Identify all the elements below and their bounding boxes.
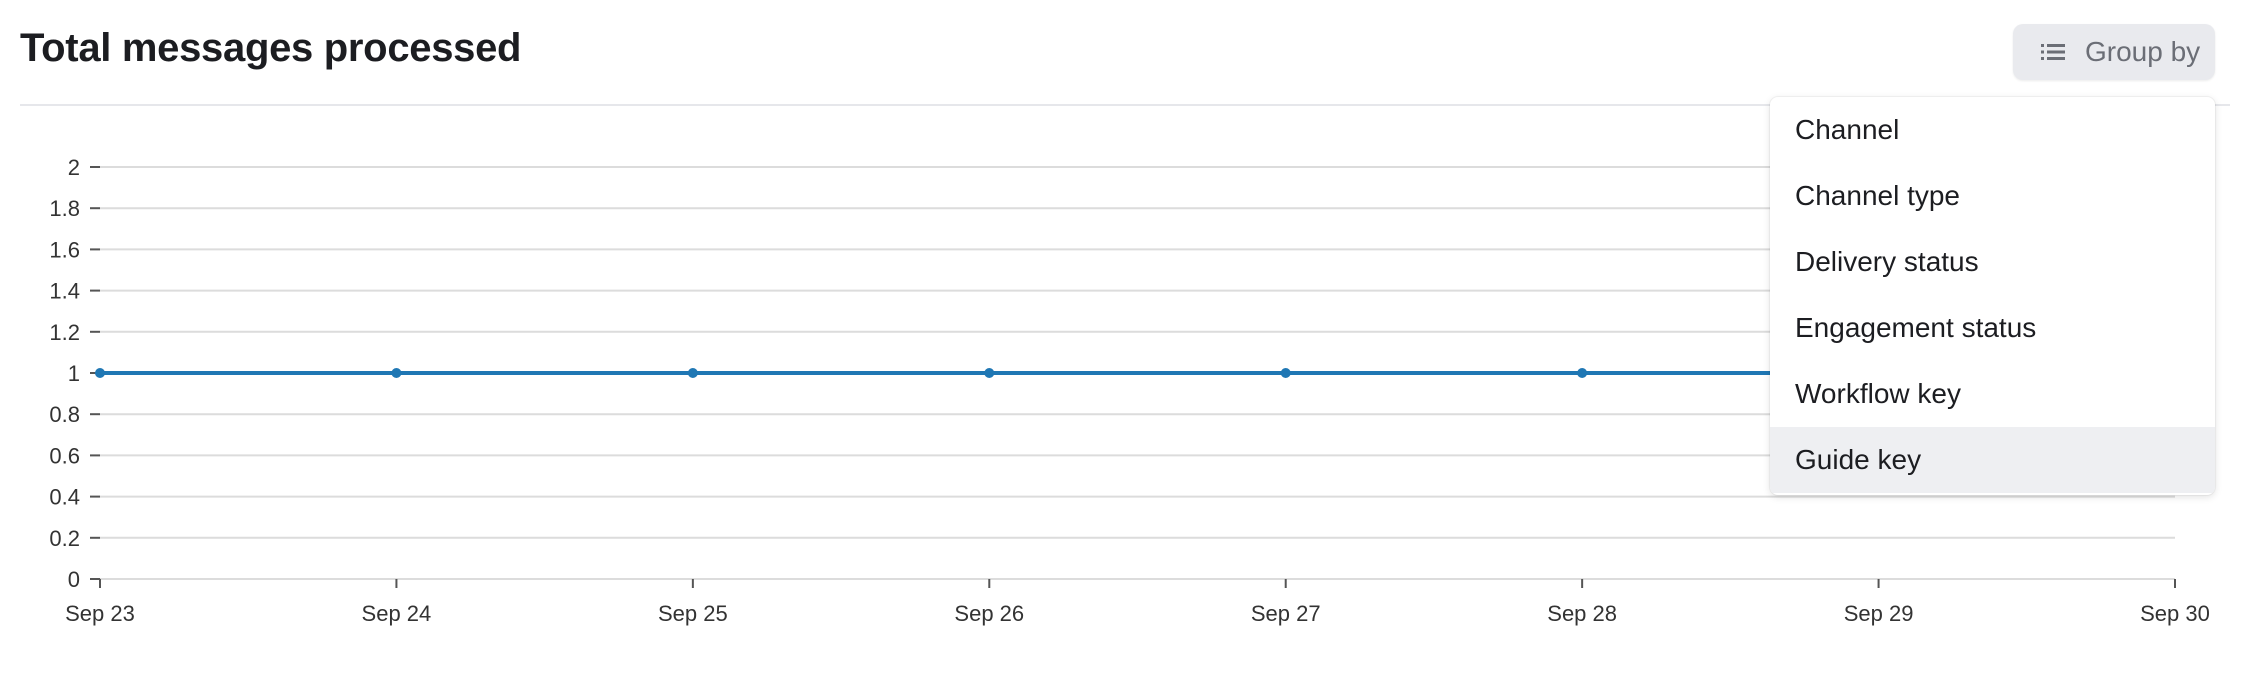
- y-tick-label: 1.4: [49, 279, 80, 304]
- group-by-label: Group by: [2085, 36, 2201, 67]
- menu-item-delivery-status[interactable]: Delivery status: [1795, 246, 1979, 277]
- x-tick-label: Sep 29: [1844, 601, 1914, 626]
- x-tick-label: Sep 27: [1251, 601, 1321, 626]
- data-point: [1577, 368, 1588, 378]
- group-by-button[interactable]: Group by: [2013, 24, 2215, 80]
- x-tick-label: Sep 24: [362, 601, 432, 626]
- x-tick-label: Sep 28: [1547, 601, 1617, 626]
- list-icon: [2041, 44, 2065, 60]
- menu-item-engagement-status[interactable]: Engagement status: [1795, 312, 2037, 343]
- data-point: [95, 368, 105, 378]
- y-tick-label: 0: [68, 567, 80, 592]
- y-tick-label: 2: [68, 155, 80, 180]
- y-tick-label: 0.8: [49, 402, 80, 427]
- data-point: [1280, 368, 1291, 378]
- x-tick-label: Sep 23: [65, 601, 135, 626]
- y-tick-label: 1: [68, 361, 80, 386]
- group-by-menu: Channel Channel type Delivery status Eng…: [1770, 97, 2215, 495]
- menu-item-guide-key[interactable]: Guide key: [1770, 427, 2215, 493]
- page-title: Total messages processed: [20, 26, 522, 70]
- data-point: [687, 368, 698, 378]
- y-tick-label: 0.2: [49, 526, 80, 551]
- menu-item-workflow-key[interactable]: Workflow key: [1795, 378, 1961, 409]
- x-tick-label: Sep 30: [2140, 601, 2210, 626]
- data-point: [984, 368, 995, 378]
- y-tick-label: 0.4: [49, 485, 80, 510]
- x-tick-label: Sep 25: [658, 601, 728, 626]
- menu-item-channel[interactable]: Channel: [1795, 114, 1900, 145]
- y-tick-label: 1.6: [49, 237, 80, 262]
- y-tick-label: 0.6: [49, 443, 80, 468]
- y-tick-label: 1.2: [49, 320, 80, 345]
- header-divider: [20, 104, 2230, 106]
- y-tick-label: 1.8: [49, 196, 80, 221]
- x-tick-label: Sep 26: [954, 601, 1024, 626]
- menu-item-channel-type[interactable]: Channel type: [1795, 180, 1961, 211]
- data-point: [391, 368, 402, 378]
